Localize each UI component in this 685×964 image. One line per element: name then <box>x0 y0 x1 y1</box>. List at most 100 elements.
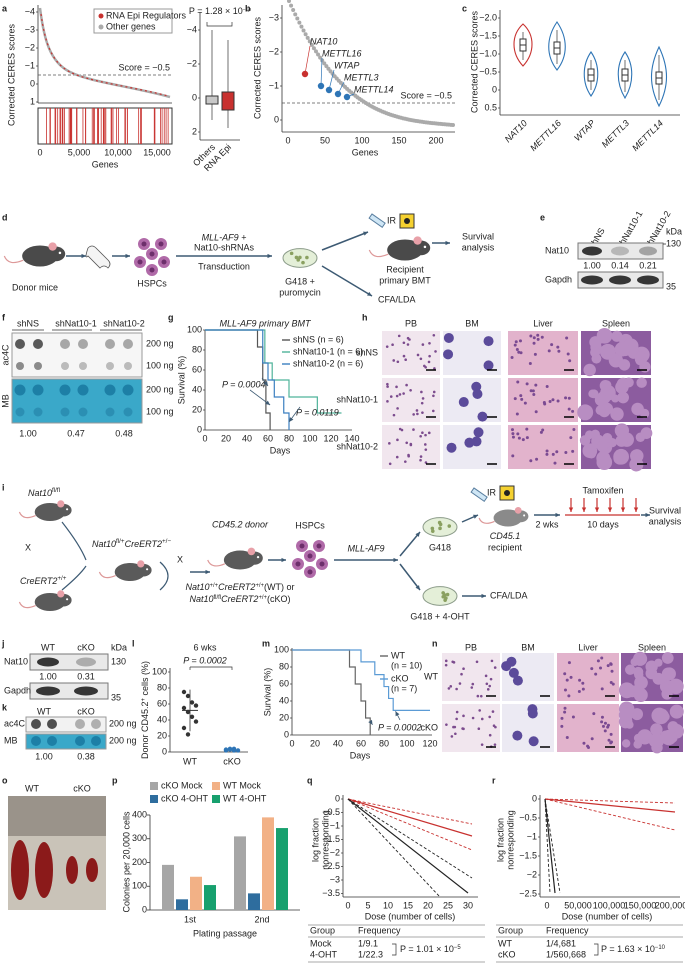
blot-dot <box>15 339 25 349</box>
cell <box>479 694 483 698</box>
gene-dot <box>307 39 312 44</box>
cell <box>547 349 551 353</box>
y-tick-label: 0.5 <box>484 102 497 112</box>
tissue <box>633 687 648 703</box>
cell <box>471 716 475 720</box>
label: shNS <box>17 318 39 328</box>
x-tick-label: 40 <box>333 738 343 748</box>
cell <box>601 724 605 728</box>
mouse-ear <box>57 500 65 508</box>
x-tick-label: 5 <box>365 900 370 910</box>
panel-label: e <box>540 212 545 222</box>
cell <box>421 397 425 400</box>
y-tick-label: 20 <box>279 712 289 722</box>
leader-line <box>328 69 335 91</box>
label: Donor mice <box>12 282 58 292</box>
label: Nat10+/+CreERT2+/+(WT) or <box>185 582 294 592</box>
x-tick-label: 1st <box>184 914 197 924</box>
gene-label: METTL16 <box>322 48 362 58</box>
label: G418 + 4-OHT <box>410 611 470 621</box>
cell <box>480 743 484 746</box>
x-tick-label: 2nd <box>254 914 269 924</box>
tissue <box>623 377 634 388</box>
label: kDa <box>111 642 127 652</box>
y-tick-label: −3 <box>330 874 340 884</box>
cell <box>548 399 552 403</box>
x-tick-label: 0 <box>37 147 42 157</box>
blot-dot <box>16 362 24 370</box>
label: Frequency <box>358 925 401 935</box>
cell <box>592 712 596 716</box>
label: CreERT2+/+ <box>20 575 67 586</box>
bar <box>204 885 216 910</box>
cell <box>477 727 481 730</box>
label: Transduction <box>198 261 250 271</box>
cell <box>484 674 488 678</box>
label: 130 <box>666 238 681 248</box>
text-part: −5 <box>454 945 461 951</box>
label: Recipient <box>386 264 424 274</box>
gene-dot <box>287 0 291 3</box>
cell <box>455 710 459 714</box>
x-tick-label: 10 <box>383 900 393 910</box>
arrow-head <box>125 253 130 259</box>
mouse-ear <box>413 236 422 245</box>
x-tick-label: WT <box>183 756 197 766</box>
x-tick-label: 10,000 <box>104 147 132 157</box>
label: primary BMT <box>379 275 431 285</box>
text-part: CreERT2 <box>218 582 255 592</box>
bracket <box>189 666 233 670</box>
arrow-head <box>481 593 486 599</box>
cell <box>514 340 518 344</box>
text-part: cells (%) <box>140 661 150 698</box>
label: Group <box>310 925 335 935</box>
cell-nucleus <box>149 267 155 273</box>
colony <box>442 593 447 597</box>
label: Nat10fl/flCreERT2+/+(cKO) <box>189 594 290 604</box>
cell <box>517 436 521 440</box>
band <box>637 275 659 285</box>
label: Donor CD45.2+ cells (%) <box>140 661 150 759</box>
colony <box>443 598 447 602</box>
cell <box>569 675 573 679</box>
cell <box>528 736 539 747</box>
x-tick-label: 15 <box>403 900 413 910</box>
text-part: fl/fl <box>213 595 221 601</box>
arrow <box>321 231 369 251</box>
cell <box>480 717 484 721</box>
panel-label: i <box>2 482 5 492</box>
panel-label: n <box>432 638 438 648</box>
y-tick-label: 1 <box>30 96 35 106</box>
label: CD45.1 <box>490 531 521 541</box>
x-tick-label: 200 <box>428 135 443 145</box>
label: CD45.2 donor <box>212 519 269 529</box>
cell <box>516 432 520 436</box>
dot-blot <box>25 733 107 750</box>
tissue <box>662 667 676 681</box>
syringe <box>368 213 386 228</box>
x-tick-label: 0 <box>289 738 294 748</box>
cell <box>569 436 573 440</box>
blot-dot <box>47 736 57 746</box>
ir-symbol <box>404 218 410 224</box>
gene-dot <box>303 32 308 37</box>
cell <box>398 393 402 396</box>
tissue <box>625 664 636 675</box>
tissue <box>636 377 647 388</box>
y-tick-label: −0.5 <box>519 812 537 822</box>
blot-dot <box>123 339 133 349</box>
x-tick-label: 80 <box>379 738 389 748</box>
cell <box>385 345 389 348</box>
cell-nucleus <box>319 561 325 567</box>
tissue <box>668 678 684 695</box>
y-tick-label: 300 <box>132 833 147 843</box>
y-tick-label: 0 <box>274 114 279 124</box>
survival-curve <box>205 329 271 430</box>
x-tick-label: 120 <box>323 433 338 443</box>
cell-nucleus <box>307 553 313 559</box>
legend-entry: (n = 10) <box>391 660 422 670</box>
tissue <box>617 391 629 404</box>
label: Plating passage <box>193 928 257 938</box>
cell <box>607 738 611 742</box>
blot-dot <box>104 384 116 396</box>
